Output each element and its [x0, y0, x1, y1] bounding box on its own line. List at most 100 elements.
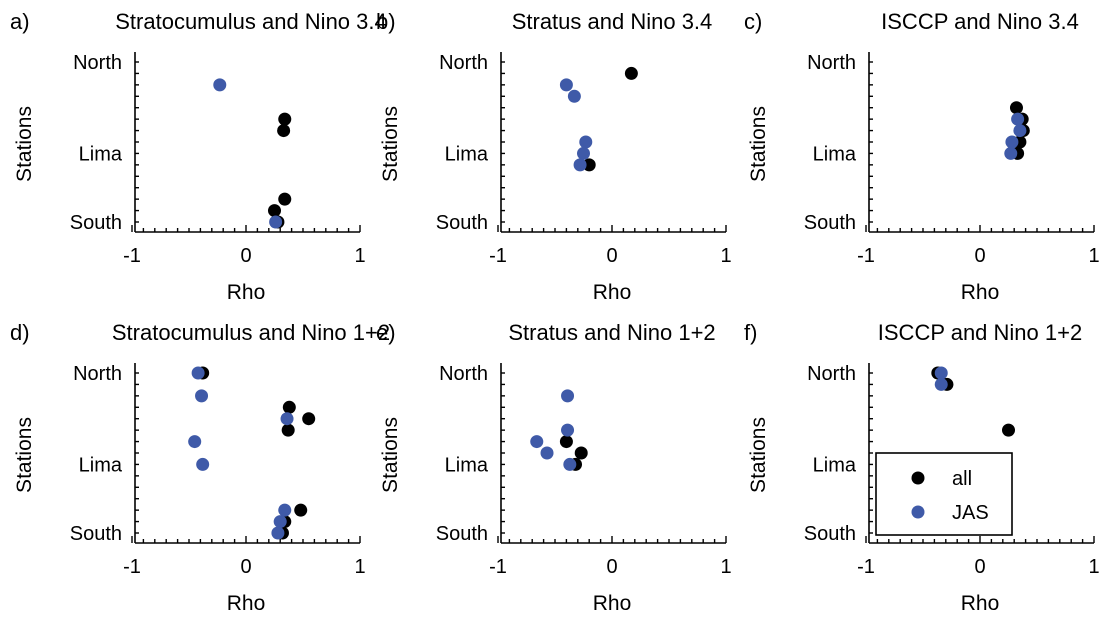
y-axis-label: Stations [13, 417, 36, 493]
x-tick-label: 0 [240, 245, 251, 267]
legend-marker-all [911, 471, 925, 485]
data-point-jas [934, 377, 948, 391]
panel-d: d) Stratocumulus and Nino 1+2 North Lima Sou… [10, 320, 390, 615]
y-tick-label-south: South [804, 523, 856, 545]
panel-letter: d) [10, 320, 30, 345]
data-point-jas [1005, 135, 1019, 149]
data-point-all [278, 192, 292, 206]
legend-marker-jas [911, 505, 925, 519]
y-tick-label-north: North [439, 52, 488, 74]
panel-letter: a) [10, 9, 30, 34]
y-tick-label-north: North [807, 52, 856, 74]
chart-title: Stratocumulus and Nino 3.4 [115, 9, 387, 34]
panel-f: f) ISCCP and Nino 1+2 North Lima South-1 0 1 Rh… [744, 320, 1100, 615]
data-point-jas [579, 135, 593, 149]
data-point-jas [1011, 112, 1025, 126]
chart-title: Stratocumulus and Nino 1+2 [112, 320, 390, 345]
legend-label-all: all [952, 468, 972, 490]
panel-letter: c) [744, 9, 762, 34]
data-point-jas [540, 446, 554, 460]
y-axis-label: Stations [379, 417, 402, 493]
data-point-all [302, 412, 316, 426]
y-tick-label-lima: Lima [813, 143, 857, 165]
data-point-jas [530, 435, 544, 449]
x-tick-label: 0 [240, 556, 251, 578]
chart-title: Stratus and Nino 3.4 [512, 9, 713, 34]
x-axis-label: Rho [593, 281, 632, 304]
y-tick-label-south: South [436, 523, 488, 545]
data-point-all [282, 400, 296, 414]
chart-title: Stratus and Nino 1+2 [508, 320, 715, 345]
data-point-jas [278, 503, 292, 517]
y-tick-label-south: South [436, 212, 488, 234]
data-point-all [1009, 101, 1023, 115]
y-axis-label: Stations [747, 417, 770, 493]
data-point-jas [934, 366, 948, 380]
data-point-all [277, 124, 291, 138]
data-point-jas [196, 457, 210, 471]
y-tick-label-south: South [70, 212, 122, 234]
data-point-jas [563, 457, 577, 471]
y-axis-label: Stations [13, 106, 36, 182]
data-point-all [281, 423, 295, 437]
x-tick-label: 1 [354, 245, 365, 267]
y-axis-label: Stations [747, 106, 770, 182]
y-axis-label: Stations [379, 106, 402, 182]
data-point-jas [213, 78, 227, 92]
y-tick-label-north: North [73, 52, 122, 74]
data-point-jas [559, 78, 573, 92]
y-tick-label-south: South [70, 523, 122, 545]
x-axis-label: Rho [593, 592, 632, 615]
data-point-jas [1004, 146, 1018, 160]
panel-c: c) ISCCP and Nino 3.4 North Lima South-1 0 1 Rh… [744, 9, 1100, 304]
x-tick-label: -1 [857, 245, 875, 267]
data-point-jas [269, 215, 283, 229]
x-tick-label: 1 [1088, 245, 1099, 267]
data-point-jas [567, 89, 581, 103]
y-tick-label-lima: Lima [813, 454, 857, 476]
data-point-all [294, 503, 308, 517]
data-point-jas [271, 526, 285, 540]
y-tick-label-lima: Lima [79, 454, 123, 476]
data-point-jas [191, 366, 205, 380]
x-tick-label: 0 [606, 245, 617, 267]
y-tick-label-lima: Lima [79, 143, 123, 165]
x-tick-label: -1 [489, 556, 507, 578]
y-tick-label-lima: Lima [445, 454, 489, 476]
y-tick-label-north: North [73, 363, 122, 385]
panel-e: e) Stratus and Nino 1+2 North Lima South-1 0 1… [376, 320, 732, 615]
data-point-jas [561, 389, 575, 403]
data-point-jas [273, 515, 287, 529]
data-point-jas [280, 412, 294, 426]
data-point-jas [561, 423, 575, 437]
data-point-jas [573, 158, 587, 172]
x-axis-label: Rho [227, 281, 266, 304]
x-tick-label: -1 [123, 556, 141, 578]
data-point-all [574, 446, 588, 460]
x-axis-label: Rho [961, 592, 1000, 615]
data-point-all [559, 435, 573, 449]
panel-b: b) Stratus and Nino 3.4 North Lima South-1 0 1… [376, 9, 732, 304]
y-tick-label-north: North [807, 363, 856, 385]
panel-letter: e) [376, 320, 396, 345]
legend: all JAS [875, 452, 1013, 536]
y-tick-label-south: South [804, 212, 856, 234]
legend-box [875, 452, 1013, 536]
data-point-all [278, 112, 292, 126]
data-point-jas [195, 389, 209, 403]
panel-letter: b) [376, 9, 396, 34]
x-tick-label: 1 [354, 556, 365, 578]
data-point-jas [188, 435, 202, 449]
x-axis-label: Rho [227, 592, 266, 615]
panel-letter: f) [744, 320, 757, 345]
x-tick-label: 0 [974, 245, 985, 267]
x-tick-label: -1 [489, 245, 507, 267]
data-point-jas [1013, 124, 1027, 138]
data-point-all [268, 204, 281, 218]
y-tick-label-north: North [439, 363, 488, 385]
x-tick-label: 1 [720, 556, 731, 578]
legend-label-jas: JAS [952, 502, 989, 524]
x-tick-label: -1 [123, 245, 141, 267]
chart-title: ISCCP and Nino 1+2 [878, 320, 1082, 345]
